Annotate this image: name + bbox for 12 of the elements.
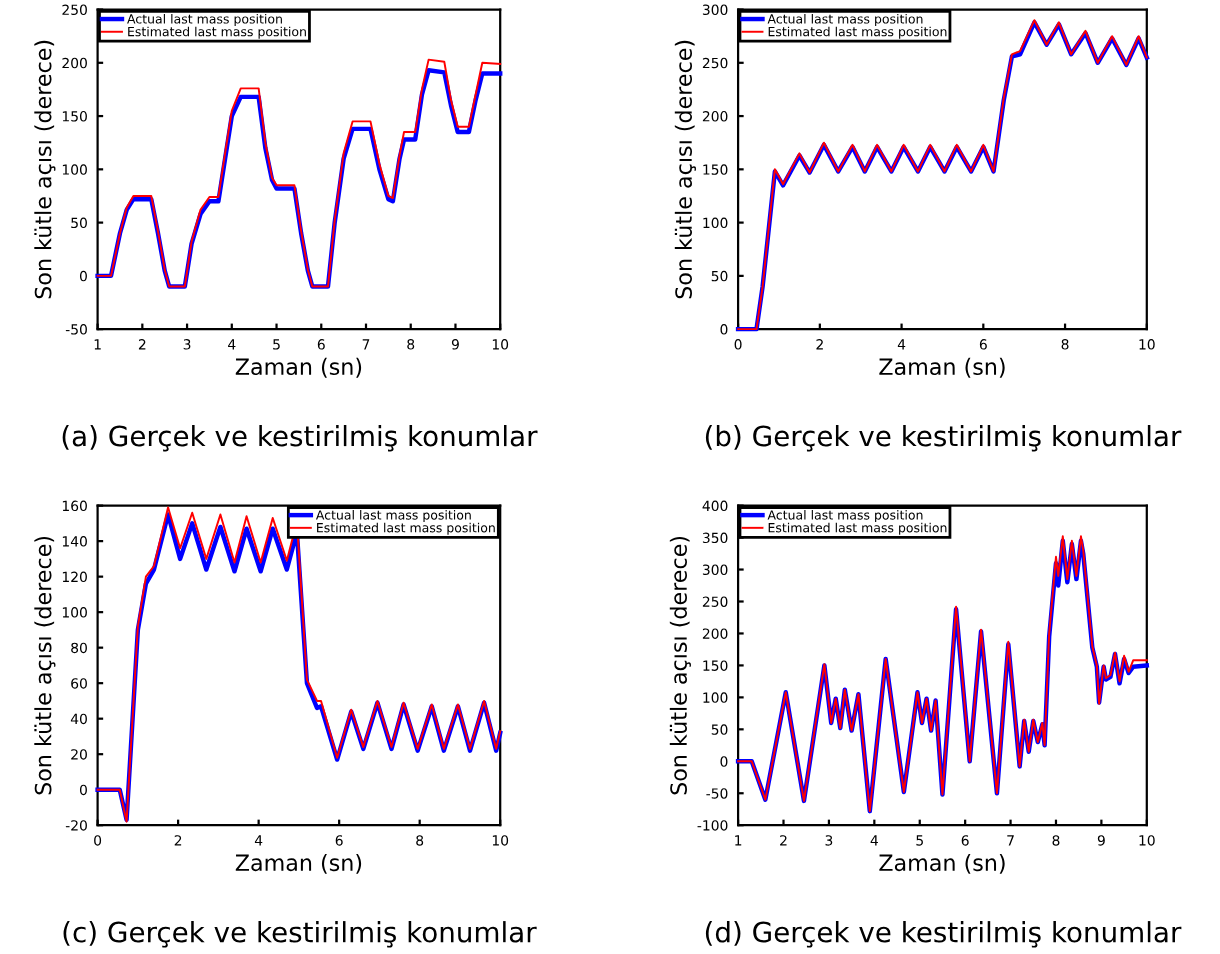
y-axis-title: Son kütle açısı (derece) [34, 536, 56, 795]
text: (d) Gerçek ve kestirilmiş konumlar [705, 921, 1182, 948]
y-axis-title: Son kütle açısı (derece) [674, 40, 696, 299]
text: (b) Gerçek ve kestirilmiş konumlar [705, 425, 1182, 452]
y-axis-title: Son kütle açısı (derece) [34, 40, 56, 299]
x-axis-title: Zaman (sn) [235, 357, 362, 378]
y-axis-title: Son kütle açısı (derece) [669, 536, 691, 795]
text: (a) Gerçek ve kestirilmiş konumlar [62, 425, 538, 452]
text: (c) Gerçek ve kestirilmiş konumlar [63, 921, 537, 948]
x-axis-title: Zaman (sn) [879, 853, 1005, 874]
x-axis-title: Zaman (sn) [235, 853, 362, 874]
x-axis-title: Zaman (sn) [879, 357, 1005, 378]
